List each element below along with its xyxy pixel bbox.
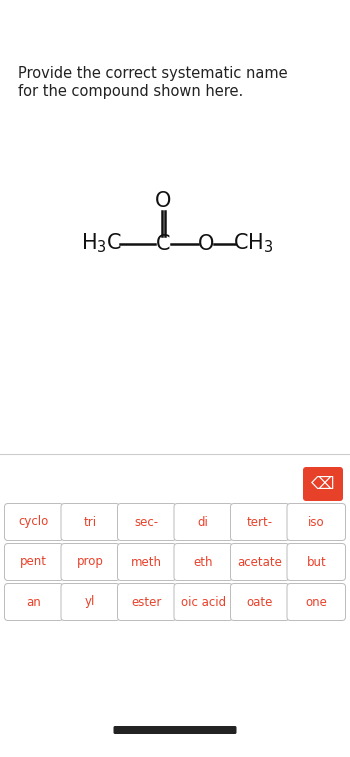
Text: oic acid: oic acid (181, 596, 226, 609)
Text: an: an (26, 596, 41, 609)
Text: ⌫: ⌫ (311, 475, 335, 493)
FancyBboxPatch shape (287, 584, 345, 621)
Text: <: < (8, 8, 32, 36)
FancyBboxPatch shape (113, 726, 237, 734)
Text: tert-: tert- (247, 516, 273, 528)
FancyBboxPatch shape (287, 544, 345, 581)
Text: iso: iso (308, 516, 324, 528)
FancyBboxPatch shape (287, 503, 345, 540)
Text: O: O (198, 234, 214, 254)
Text: oate: oate (246, 596, 273, 609)
Text: eth: eth (194, 556, 213, 569)
Text: Tap here or pull up for additional resources: Tap here or pull up for additional resou… (41, 678, 309, 691)
FancyBboxPatch shape (61, 584, 119, 621)
Text: tri: tri (84, 516, 97, 528)
FancyBboxPatch shape (5, 584, 63, 621)
FancyBboxPatch shape (5, 544, 63, 581)
Text: di: di (198, 516, 209, 528)
FancyBboxPatch shape (174, 544, 232, 581)
Text: Question 6 of 27: Question 6 of 27 (106, 13, 244, 31)
Text: for the compound shown here.: for the compound shown here. (18, 84, 243, 99)
Text: Submit: Submit (299, 13, 350, 31)
FancyBboxPatch shape (303, 467, 343, 501)
FancyBboxPatch shape (5, 503, 63, 540)
Text: $\mathregular{H_3C}$: $\mathregular{H_3C}$ (82, 232, 122, 255)
FancyBboxPatch shape (61, 503, 119, 540)
Text: cyclo: cyclo (19, 516, 49, 528)
Text: Provide the correct systematic name: Provide the correct systematic name (18, 66, 288, 81)
Text: prop: prop (77, 556, 104, 569)
Text: yl: yl (85, 596, 96, 609)
FancyBboxPatch shape (174, 584, 232, 621)
Text: meth: meth (131, 556, 162, 569)
FancyBboxPatch shape (61, 544, 119, 581)
FancyBboxPatch shape (118, 503, 176, 540)
FancyBboxPatch shape (231, 503, 289, 540)
Text: pent: pent (20, 556, 47, 569)
Text: C: C (156, 234, 170, 254)
Text: ester: ester (132, 596, 162, 609)
Text: O: O (155, 191, 171, 210)
FancyBboxPatch shape (174, 503, 232, 540)
Text: sec-: sec- (135, 516, 159, 528)
FancyBboxPatch shape (118, 544, 176, 581)
Text: $\mathregular{CH_3}$: $\mathregular{CH_3}$ (233, 232, 273, 255)
Text: one: one (305, 596, 327, 609)
Text: but: but (306, 556, 326, 569)
FancyBboxPatch shape (118, 584, 176, 621)
FancyBboxPatch shape (231, 584, 289, 621)
Text: acetate: acetate (237, 556, 282, 569)
FancyBboxPatch shape (231, 544, 289, 581)
